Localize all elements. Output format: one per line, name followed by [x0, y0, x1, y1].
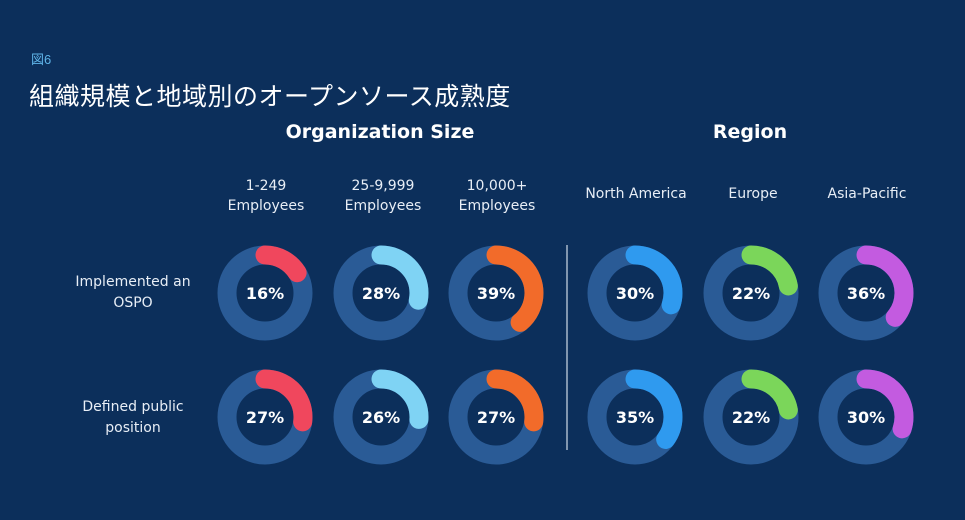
donut-value-arc [333, 245, 429, 341]
donut-value-label: 27% [246, 408, 284, 427]
donut-value-label: 30% [616, 284, 654, 303]
donut-1-5: 30% [818, 369, 914, 465]
donut-value-label: 35% [616, 408, 654, 427]
donut-0-1: 28% [333, 245, 429, 341]
donut-1-4: 22% [703, 369, 799, 465]
donut-value-arc [703, 245, 799, 341]
donut-value-label: 28% [362, 284, 400, 303]
donut-0-3: 30% [587, 245, 683, 341]
donut-1-0: 27% [217, 369, 313, 465]
donut-value-label: 16% [246, 284, 284, 303]
group-divider [566, 245, 568, 450]
row-label-ospo: Implemented an OSPO [75, 274, 191, 311]
column-header-1-249: 1-249 Employees [227, 178, 305, 214]
donut-1-3: 35% [587, 369, 683, 465]
donut-value-label: 30% [847, 408, 885, 427]
donut-value-label: 39% [477, 284, 515, 303]
donut-value-label: 27% [477, 408, 515, 427]
donut-value-label: 26% [362, 408, 400, 427]
donut-value-arc [448, 369, 544, 465]
donut-value-arc [587, 245, 683, 341]
donut-value-arc [703, 369, 799, 465]
donut-value-arc [217, 369, 313, 465]
figure-title: 組織規模と地域別のオープンソース成熟度 [29, 82, 511, 111]
column-header-europe: Europe [728, 186, 778, 202]
donut-1-2: 27% [448, 369, 544, 465]
column-header-asia-pacific: Asia-Pacific [827, 186, 907, 202]
row-label-public-position: Defined public position [82, 399, 184, 436]
column-header-10000-plus: 10,000+ Employees [458, 178, 536, 214]
figure-label: 図6 [31, 52, 52, 67]
donut-0-2: 39% [448, 245, 544, 341]
donut-value-arc [333, 369, 429, 465]
donut-0-0: 16% [217, 245, 313, 341]
column-header-25-9999: 25-9,999 Employees [344, 178, 422, 214]
donut-0-5: 36% [818, 245, 914, 341]
donut-value-arc [587, 369, 683, 465]
group-title-region: Region [712, 121, 788, 143]
donut-value-label: 36% [847, 284, 885, 303]
donut-1-1: 26% [333, 369, 429, 465]
group-title-organization: Organization Size [285, 121, 475, 143]
column-header-north-america: North America [585, 186, 687, 202]
donut-value-arc [217, 245, 313, 341]
donut-value-arc [818, 245, 914, 341]
donut-value-arc [818, 369, 914, 465]
donut-0-4: 22% [703, 245, 799, 341]
donut-value-arc [448, 245, 544, 341]
donut-value-label: 22% [732, 284, 770, 303]
donut-value-label: 22% [732, 408, 770, 427]
